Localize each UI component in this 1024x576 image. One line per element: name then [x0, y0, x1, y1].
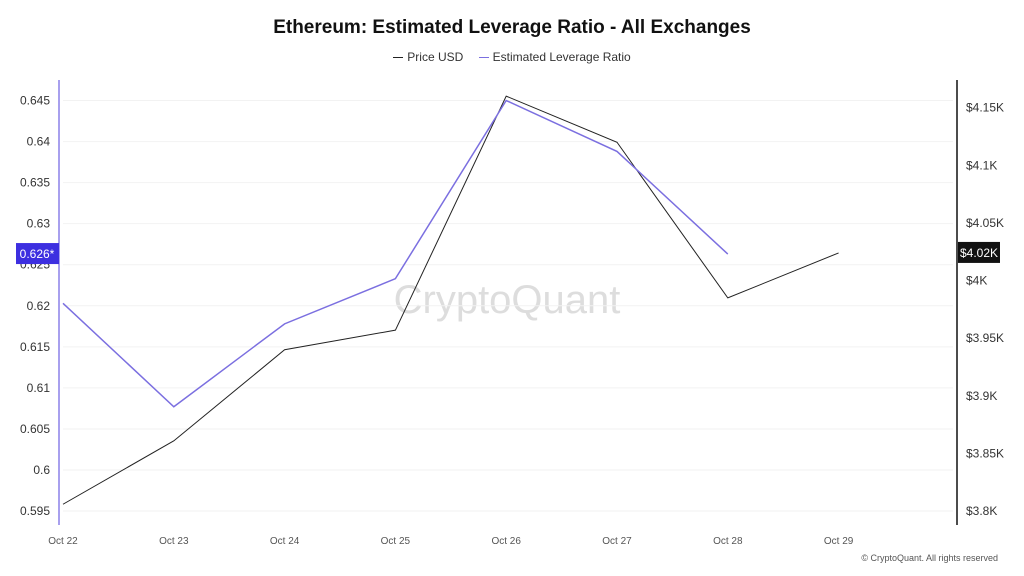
left-tick-label: 0.61	[27, 381, 51, 395]
x-tick-label: Oct 23	[159, 536, 189, 547]
left-tick-label: 0.63	[27, 217, 51, 231]
right-tick-label: $4K	[966, 274, 987, 288]
legend-item-leverage[interactable]: Estimated Leverage Ratio	[478, 50, 631, 64]
left-current-value-label: 0.626*	[20, 247, 55, 261]
left-tick-label: 0.645	[20, 94, 50, 108]
x-tick-label: Oct 25	[381, 536, 411, 547]
x-tick-label: Oct 26	[491, 536, 521, 547]
right-tick-label: $3.9K	[966, 389, 997, 403]
series-line-price	[62, 95, 839, 505]
right-current-value-badge	[958, 241, 1000, 263]
legend-item-price[interactable]: Price USD	[393, 50, 463, 64]
right-tick-label: $4.1K	[966, 158, 997, 172]
right-tick-label: $3.8K	[966, 504, 997, 518]
right-current-value-label: $4.02K	[960, 246, 998, 260]
x-tick-label: Oct 22	[48, 536, 78, 547]
x-tick-label: Oct 29	[824, 536, 854, 547]
watermark: CryptoQuant	[394, 278, 621, 322]
right-tick-label: $3.85K	[966, 447, 1004, 461]
right-tick-label: $4.05K	[966, 216, 1004, 230]
left-tick-label: 0.6	[33, 463, 50, 477]
left-tick-label: 0.62	[27, 299, 51, 313]
legend-label: Price USD	[407, 50, 464, 64]
x-tick-label: Oct 28	[713, 536, 743, 547]
left-tick-label: 0.635	[20, 176, 50, 190]
left-tick-label: 0.595	[20, 504, 50, 518]
x-tick-label: Oct 24	[270, 536, 300, 547]
legend: Price USD Estimated Leverage Ratio	[0, 50, 1024, 64]
right-tick-label: $4.15K	[966, 101, 1004, 115]
copyright: © CryptoQuant. All rights reserved	[861, 553, 998, 563]
right-tick-label: $3.95K	[966, 331, 1004, 345]
legend-label: Estimated Leverage Ratio	[492, 50, 631, 64]
left-tick-label: 0.615	[20, 340, 50, 354]
left-tick-label: 0.605	[20, 422, 50, 436]
left-tick-label: 0.64	[27, 135, 51, 149]
left-current-value-badge	[16, 243, 59, 265]
series-line-leverage	[62, 99, 729, 408]
chart-title: Ethereum: Estimated Leverage Ratio - All…	[273, 17, 751, 38]
x-tick-label: Oct 27	[602, 536, 632, 547]
